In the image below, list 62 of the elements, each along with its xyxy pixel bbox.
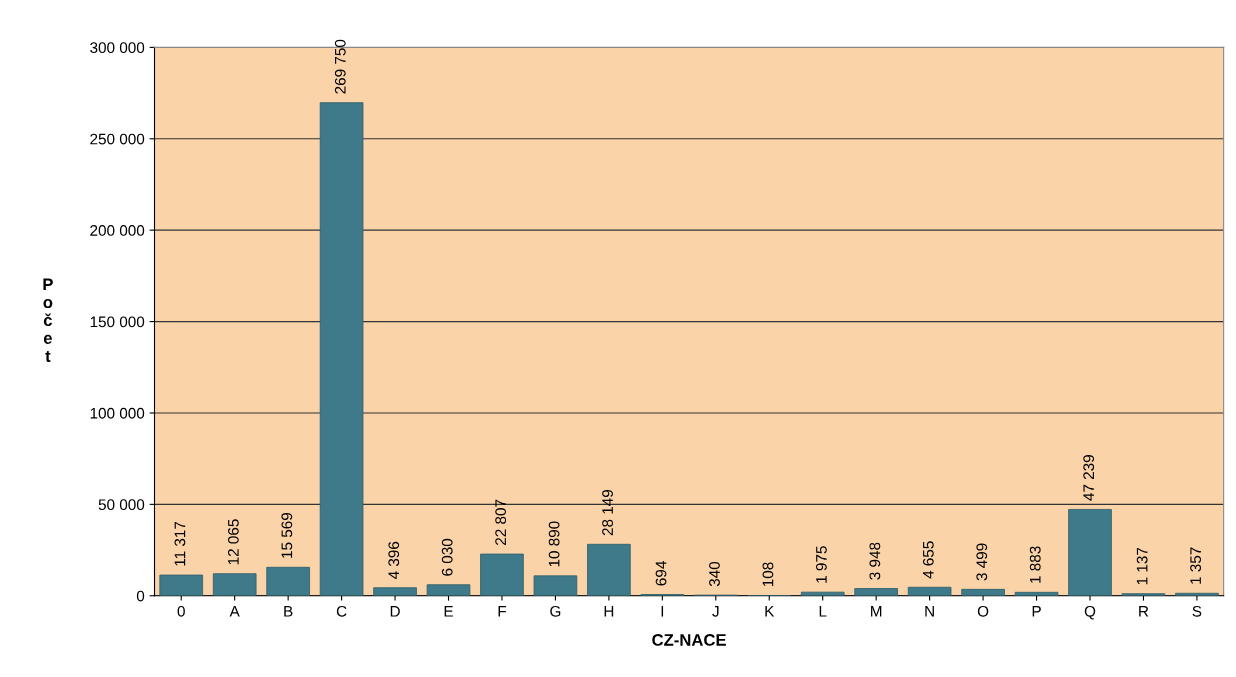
x-tick-label: G xyxy=(550,605,561,617)
bar xyxy=(426,584,471,596)
x-tick-label: D xyxy=(390,606,400,617)
y-tick-label: 0 xyxy=(136,590,145,602)
bar xyxy=(480,553,524,596)
data-label: 28 149 xyxy=(602,489,613,536)
x-tick-label: 0 xyxy=(177,605,185,617)
bar xyxy=(1068,508,1112,596)
x-tick-label: N xyxy=(925,606,934,617)
x-axis-title: CZ-NACE xyxy=(652,634,726,646)
data-label: 12 065 xyxy=(227,519,239,565)
data-label: 3 499 xyxy=(976,543,988,581)
data-label: 108 xyxy=(762,562,774,587)
data-label: 1 975 xyxy=(816,546,827,583)
bar xyxy=(266,566,310,596)
x-tick-label: E xyxy=(444,606,453,617)
y-tick-label: 100 000 xyxy=(90,407,145,419)
data-label: 47 239 xyxy=(1083,455,1095,501)
bar xyxy=(907,586,952,596)
bar xyxy=(854,588,898,596)
bar xyxy=(319,102,364,596)
x-tick-label: H xyxy=(604,606,614,617)
bar xyxy=(533,575,578,596)
bar xyxy=(373,587,417,596)
x-tick-label: B xyxy=(284,606,293,617)
y-tick-label: 200 000 xyxy=(90,225,145,236)
x-tick-label: K xyxy=(765,606,775,617)
data-label: 4 655 xyxy=(922,541,934,579)
data-label: 269 750 xyxy=(334,39,346,94)
data-label: 10 890 xyxy=(548,521,560,567)
x-tick-label: M xyxy=(871,606,882,617)
bar xyxy=(800,591,845,596)
data-label: 22 807 xyxy=(495,499,507,545)
bar xyxy=(587,543,631,596)
y-tick-label: 300 000 xyxy=(90,42,145,54)
x-tick-label: P xyxy=(1032,606,1041,617)
x-tick-label: O xyxy=(977,605,989,617)
bar xyxy=(212,573,257,596)
bar xyxy=(159,574,204,596)
x-tick-label: S xyxy=(1192,605,1202,617)
x-tick-label: R xyxy=(1139,606,1149,617)
data-label: 6 030 xyxy=(441,538,453,576)
x-tick-label: F xyxy=(498,606,507,617)
x-tick-label: Q xyxy=(1084,605,1096,620)
data-label: 1 137 xyxy=(1136,547,1148,585)
x-tick-label: L xyxy=(819,606,827,617)
data-label: 4 396 xyxy=(388,541,400,580)
x-tick-label: I xyxy=(661,606,664,617)
data-label: 11 317 xyxy=(174,521,186,566)
data-label: 1 883 xyxy=(1029,546,1041,583)
data-label: 340 xyxy=(709,561,720,587)
y-tick-label: 150 000 xyxy=(90,316,145,328)
data-label: 694 xyxy=(655,561,667,586)
data-label: 15 569 xyxy=(281,512,293,558)
data-label: 1 357 xyxy=(1190,547,1202,584)
x-tick-label: J xyxy=(712,606,719,617)
y-axis-title: Počet xyxy=(43,278,53,362)
data-label: 3 948 xyxy=(869,542,881,580)
y-tick-label: 250 000 xyxy=(90,133,145,145)
y-tick-label: 50 000 xyxy=(98,499,145,511)
x-tick-label: C xyxy=(336,605,347,617)
x-tick-label: A xyxy=(229,606,240,617)
